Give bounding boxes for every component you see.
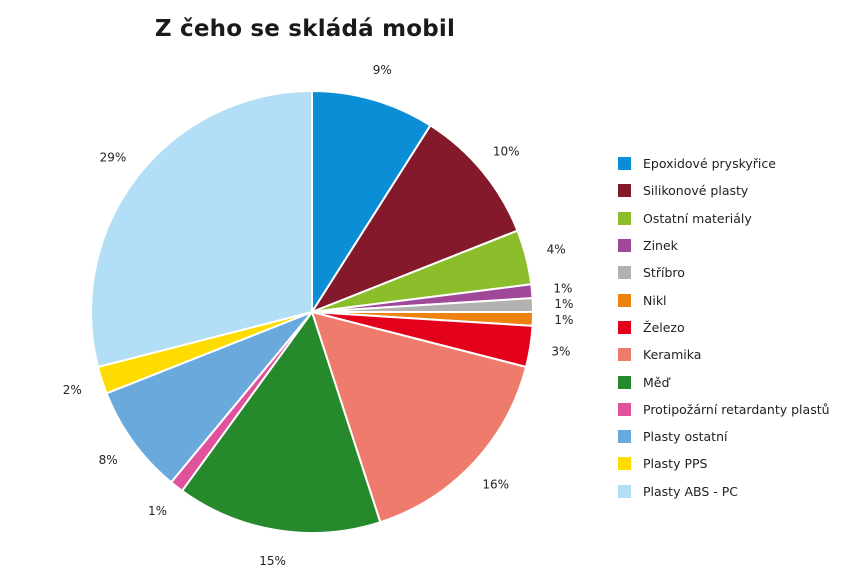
chart-title: Z čeho se skládá mobil [154,16,456,42]
pie-slice-2 [309,124,519,315]
legend-item-7: Železo [618,314,830,341]
legend-swatch [618,157,631,171]
slice-label-1: 9% [373,63,392,77]
legend-label: Plasty PPS [643,456,708,472]
legend-label: Železo [643,319,685,335]
legend-swatch [618,402,631,416]
legend-item-1: Epoxidové pryskyřice [618,150,830,177]
legend-label: Plasty ostatní [643,429,728,445]
slice-label-2: 10% [493,144,520,158]
legend-item-11: Plasty ostatní [618,423,830,450]
slice-label-7: 3% [551,344,570,358]
legend-label: Keramika [643,347,702,363]
legend-swatch [618,184,631,198]
legend-label: Epoxidové pryskyřice [643,156,776,172]
legend-swatch [618,211,631,225]
legend: Epoxidové pryskyřice Silikonové plasty Ost… [618,150,830,505]
slice-label-11: 8% [99,453,118,467]
legend-swatch [618,266,631,280]
slice-label-5: 1% [554,297,573,311]
legend-item-9: Měď [618,368,830,395]
slice-label-9: 15% [259,554,286,568]
legend-swatch [618,348,631,362]
legend-label: Zinek [643,238,678,254]
legend-label: Stříbro [643,265,685,281]
slice-label-8: 16% [482,478,509,492]
legend-item-12: Plasty PPS [618,450,830,477]
slice-label-13: 29% [100,151,127,165]
legend-item-13: Plasty ABS - PC [618,478,830,505]
pie-slice-13 [90,89,313,369]
legend-label: Protipožární retardanty plastů [643,401,830,417]
legend-label: Plasty ABS - PC [643,483,739,499]
legend-label: Nikl [643,292,667,308]
legend-item-5: Stříbro [618,259,830,286]
legend-label: Silikonové plasty [643,183,749,199]
legend-swatch [618,239,631,253]
legend-item-8: Keramika [618,341,830,368]
legend-swatch [618,430,631,444]
pie-chart: 9% 10% 4% 1% 1% 1% 3% 16% 15% 1% 8% 2% 29% [63,63,574,568]
slice-label-4: 1% [553,281,572,295]
pie-slice-9 [180,309,382,534]
legend-item-2: Silikonové plasty [618,177,830,204]
pie-slice-1 [311,89,432,316]
legend-swatch [618,320,631,334]
legend-item-4: Zinek [618,232,830,259]
legend-item-3: Ostatní materiály [618,205,830,232]
slice-label-6: 1% [554,313,573,327]
pie-slices [90,89,535,534]
legend-label: Měď [643,374,670,390]
legend-item-6: Nikl [618,286,830,313]
legend-swatch [618,375,631,389]
legend-swatch [618,484,631,498]
legend-label: Ostatní materiály [643,210,752,226]
pie-slice-11 [105,311,313,484]
legend-item-10: Protipožární retardanty plastů [618,396,830,423]
slice-label-12: 2% [63,383,82,397]
legend-swatch [618,457,631,471]
legend-swatch [618,293,631,307]
pie-labels: 9% 10% 4% 1% 1% 1% 3% 16% 15% 1% 8% 2% 29% [63,63,574,568]
slice-label-3: 4% [547,242,566,256]
pie-slice-8 [310,310,528,524]
slice-label-10: 1% [148,504,167,518]
